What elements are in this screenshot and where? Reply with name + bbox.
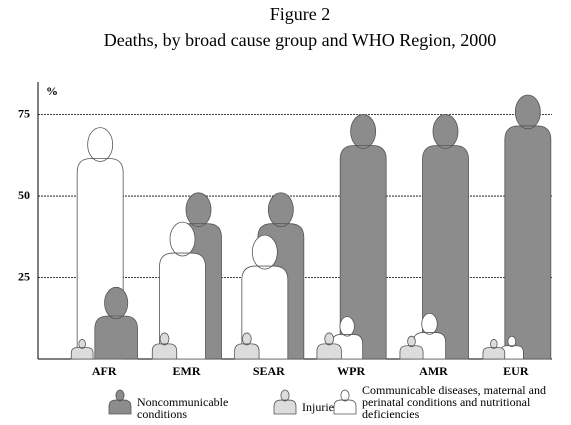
y-axis-label: %	[46, 84, 58, 98]
legend-line: conditions	[137, 407, 187, 421]
y-tick-label: 25	[18, 269, 30, 283]
legend-line: Injuries	[302, 400, 339, 414]
chart-subtitle: Deaths, by broad cause group and WHO Reg…	[104, 30, 497, 50]
legend-swatch	[109, 390, 131, 414]
legend-swatch	[334, 390, 356, 414]
figure	[483, 339, 505, 359]
legend-label: Injuries	[302, 400, 339, 414]
x-tick-label: SEAR	[253, 364, 285, 378]
chart-title: Figure 2	[270, 4, 331, 24]
legend-swatch	[274, 390, 296, 414]
chart: Figure 2 Deaths, by broad cause group an…	[0, 0, 571, 425]
y-tick-label: 50	[18, 188, 30, 202]
x-tick-label: EMR	[173, 364, 201, 378]
x-tick-label: AMR	[419, 364, 448, 378]
x-tick-label: WPR	[337, 364, 365, 378]
x-tick-label: AFR	[92, 364, 117, 378]
legend-line: deficiencies	[362, 407, 420, 421]
figure	[505, 95, 551, 359]
x-tick-label: EUR	[503, 364, 529, 378]
y-tick-label: 75	[18, 106, 30, 120]
